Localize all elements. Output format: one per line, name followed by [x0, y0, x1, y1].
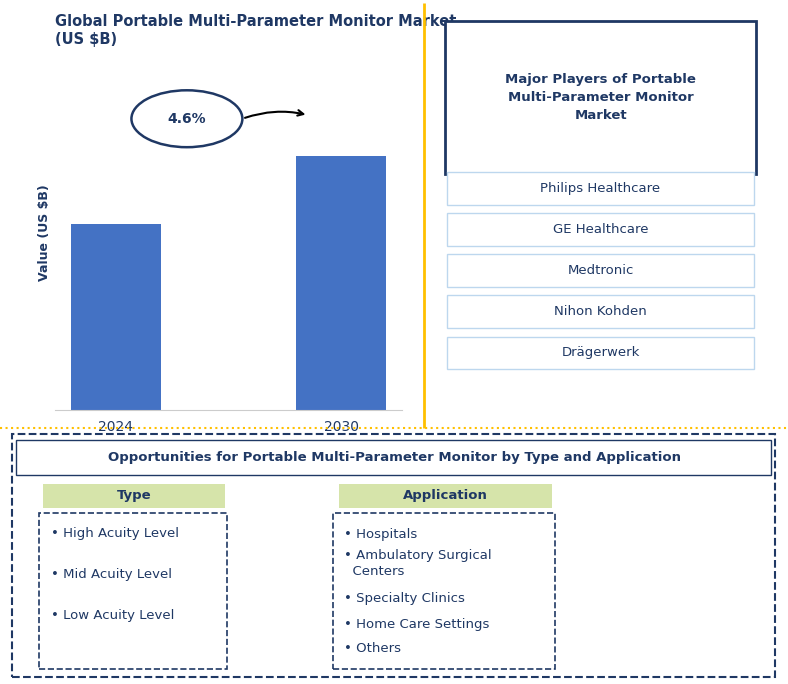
Bar [71, 224, 161, 410]
FancyBboxPatch shape [339, 484, 552, 508]
Text: Medtronic: Medtronic [567, 264, 634, 278]
Text: Application: Application [403, 489, 488, 503]
FancyBboxPatch shape [43, 484, 225, 508]
FancyBboxPatch shape [445, 21, 756, 174]
FancyBboxPatch shape [447, 254, 754, 287]
Text: • Specialty Clinics: • Specialty Clinics [344, 592, 465, 605]
FancyBboxPatch shape [447, 337, 754, 369]
Text: Philips Healthcare: Philips Healthcare [541, 182, 660, 196]
Text: Major Players of Portable
Multi-Parameter Monitor
Market: Major Players of Portable Multi-Paramete… [505, 73, 697, 122]
FancyBboxPatch shape [39, 513, 227, 669]
Y-axis label: Value (US $B): Value (US $B) [38, 184, 51, 281]
Text: • High Acuity Level: • High Acuity Level [51, 527, 179, 540]
Text: Drägerwerk: Drägerwerk [561, 346, 640, 360]
FancyBboxPatch shape [447, 295, 754, 328]
Bar [296, 157, 386, 410]
Text: Global Portable Multi-Parameter Monitor Market
(US $B): Global Portable Multi-Parameter Monitor … [55, 14, 456, 47]
Text: 4.6%: 4.6% [168, 111, 206, 126]
Text: Opportunities for Portable Multi-Parameter Monitor by Type and Application: Opportunities for Portable Multi-Paramet… [107, 451, 681, 464]
Text: Type: Type [117, 489, 151, 503]
FancyBboxPatch shape [16, 440, 771, 475]
Text: • Mid Acuity Level: • Mid Acuity Level [51, 568, 173, 581]
Text: Source: Lucintel: Source: Lucintel [306, 444, 419, 457]
Text: • Others: • Others [344, 642, 401, 655]
FancyBboxPatch shape [12, 434, 775, 677]
Text: • Hospitals: • Hospitals [344, 528, 418, 542]
FancyBboxPatch shape [447, 172, 754, 205]
Text: GE Healthcare: GE Healthcare [552, 223, 649, 237]
FancyBboxPatch shape [333, 513, 555, 669]
FancyBboxPatch shape [447, 213, 754, 246]
Text: Nihon Kohden: Nihon Kohden [554, 305, 647, 319]
Text: • Ambulatory Surgical
  Centers: • Ambulatory Surgical Centers [344, 549, 492, 578]
Text: • Low Acuity Level: • Low Acuity Level [51, 609, 175, 622]
Text: • Home Care Settings: • Home Care Settings [344, 618, 489, 631]
